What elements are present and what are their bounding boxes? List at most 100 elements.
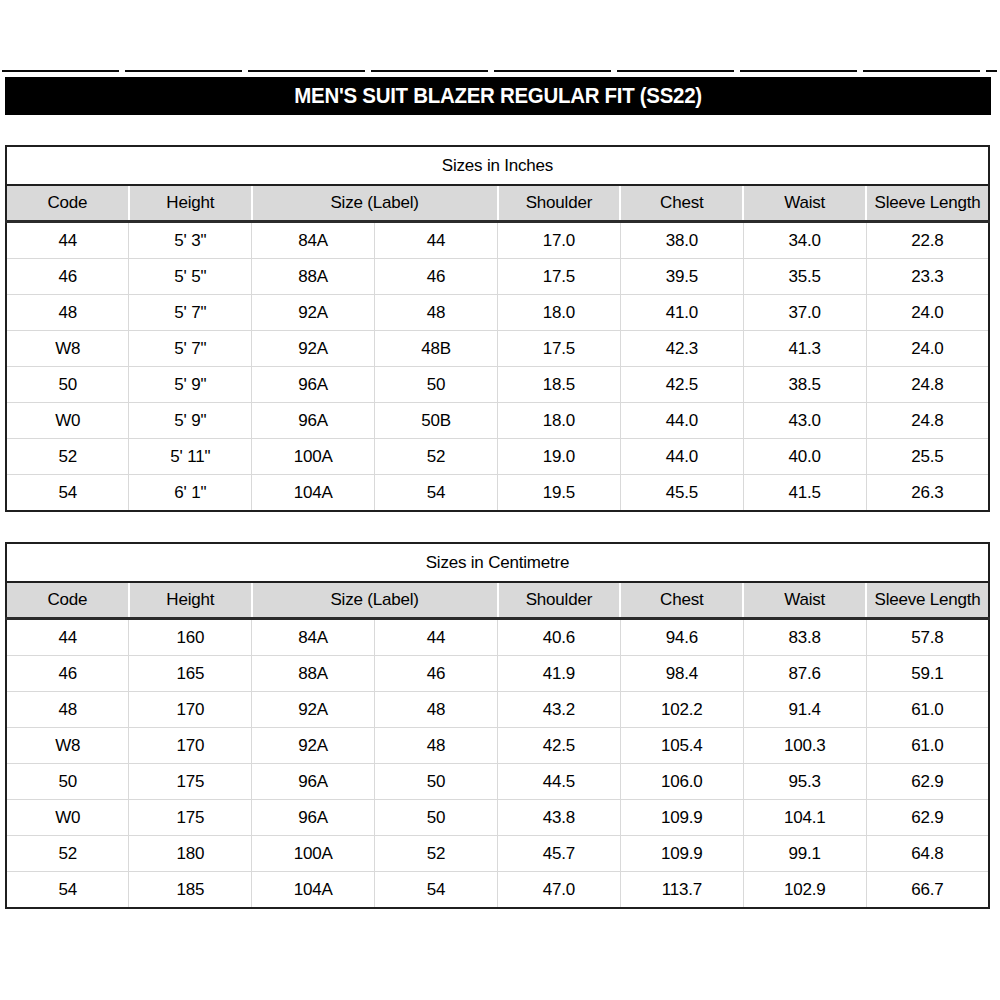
table-cell: 17.5	[498, 331, 621, 367]
table-cell: W0	[6, 800, 129, 836]
table-cell: 48B	[375, 331, 498, 367]
table-row: 5017596A5044.5106.095.362.9	[6, 764, 989, 800]
table-cell: 98.4	[620, 656, 743, 692]
table-cell: 95.3	[743, 764, 866, 800]
column-header-code: Code	[6, 582, 129, 619]
table-cell: 180	[129, 836, 252, 872]
table-cell: 48	[375, 295, 498, 331]
centimetre-table-header-row: Code Height Size (Label) Shoulder Chest …	[6, 582, 989, 619]
table-cell: 48	[6, 692, 129, 728]
column-header-sleeve-length: Sleeve Length	[866, 582, 989, 619]
table-cell: 26.3	[866, 475, 989, 512]
table-cell: 5' 7"	[129, 331, 252, 367]
table-cell: 92A	[252, 295, 375, 331]
table-cell: 44	[6, 222, 129, 259]
table-cell: 185	[129, 872, 252, 909]
table-cell: 106.0	[620, 764, 743, 800]
table-cell: 48	[6, 295, 129, 331]
table-cell: 83.8	[743, 619, 866, 656]
inches-table-container: Sizes in Inches Code Height Size (Label)…	[5, 145, 990, 512]
table-cell: 109.9	[620, 800, 743, 836]
table-row: 445' 3"84A4417.038.034.022.8	[6, 222, 989, 259]
table-cell: 102.2	[620, 692, 743, 728]
table-cell: 92A	[252, 331, 375, 367]
table-cell: 40.6	[498, 619, 621, 656]
table-cell: 104.1	[743, 800, 866, 836]
title-banner: MEN'S SUIT BLAZER REGULAR FIT (SS22)	[5, 77, 991, 115]
table-cell: 54	[375, 475, 498, 512]
table-cell: 5' 5"	[129, 259, 252, 295]
table-cell: 100.3	[743, 728, 866, 764]
table-cell: 44	[375, 619, 498, 656]
table-cell: 96A	[252, 403, 375, 439]
table-cell: 61.0	[866, 692, 989, 728]
size-chart-page: MEN'S SUIT BLAZER REGULAR FIT (SS22) Siz…	[0, 0, 1000, 1000]
table-cell: 94.6	[620, 619, 743, 656]
table-cell: 96A	[252, 800, 375, 836]
table-cell: 17.5	[498, 259, 621, 295]
table-cell: 50B	[375, 403, 498, 439]
table-cell: 50	[6, 764, 129, 800]
table-cell: 91.4	[743, 692, 866, 728]
table-title: Sizes in Centimetre	[6, 543, 989, 582]
inches-table-body: 445' 3"84A4417.038.034.022.8465' 5"88A46…	[6, 222, 989, 512]
table-cell: W8	[6, 331, 129, 367]
table-cell: 105.4	[620, 728, 743, 764]
table-cell: 46	[375, 259, 498, 295]
table-cell: 59.1	[866, 656, 989, 692]
table-cell: 24.8	[866, 367, 989, 403]
top-divider-line	[2, 70, 997, 72]
table-cell: 5' 9"	[129, 367, 252, 403]
table-cell: 113.7	[620, 872, 743, 909]
table-cell: 44.0	[620, 403, 743, 439]
table-cell: 45.7	[498, 836, 621, 872]
table-cell: 19.5	[498, 475, 621, 512]
table-cell: 43.2	[498, 692, 621, 728]
table-row: 546' 1"104A5419.545.541.526.3	[6, 475, 989, 512]
table-cell: 96A	[252, 764, 375, 800]
table-cell: 62.9	[866, 764, 989, 800]
column-header-shoulder: Shoulder	[498, 185, 621, 222]
table-row: 465' 5"88A4617.539.535.523.3	[6, 259, 989, 295]
table-cell: 17.0	[498, 222, 621, 259]
table-cell: 96A	[252, 367, 375, 403]
table-cell: 52	[6, 836, 129, 872]
table-cell: 40.0	[743, 439, 866, 475]
table-cell: 24.0	[866, 331, 989, 367]
table-cell: 170	[129, 692, 252, 728]
centimetre-table-body: 4416084A4440.694.683.857.84616588A4641.9…	[6, 619, 989, 909]
table-cell: 100A	[252, 439, 375, 475]
table-cell: 104A	[252, 872, 375, 909]
column-header-waist: Waist	[743, 185, 866, 222]
table-cell: 38.5	[743, 367, 866, 403]
table-cell: 46	[6, 656, 129, 692]
table-row: 505' 9"96A5018.542.538.524.8	[6, 367, 989, 403]
table-row: 485' 7"92A4818.041.037.024.0	[6, 295, 989, 331]
table-cell: 88A	[252, 259, 375, 295]
table-cell: 6' 1"	[129, 475, 252, 512]
table-cell: 92A	[252, 692, 375, 728]
table-cell: 45.5	[620, 475, 743, 512]
table-cell: 175	[129, 800, 252, 836]
table-cell: 54	[6, 872, 129, 909]
column-header-waist: Waist	[743, 582, 866, 619]
table-cell: 66.7	[866, 872, 989, 909]
table-cell: W0	[6, 403, 129, 439]
table-cell: 18.0	[498, 295, 621, 331]
column-header-chest: Chest	[620, 185, 743, 222]
table-cell: 87.6	[743, 656, 866, 692]
table-cell: 43.8	[498, 800, 621, 836]
table-cell: 18.5	[498, 367, 621, 403]
table-row: 52180100A5245.7109.999.164.8	[6, 836, 989, 872]
table-row: 4616588A4641.998.487.659.1	[6, 656, 989, 692]
table-row: 54185104A5447.0113.7102.966.7	[6, 872, 989, 909]
table-cell: 102.9	[743, 872, 866, 909]
table-cell: 41.0	[620, 295, 743, 331]
table-cell: 23.3	[866, 259, 989, 295]
table-cell: 25.5	[866, 439, 989, 475]
table-row: W05' 9"96A50B18.044.043.024.8	[6, 403, 989, 439]
table-cell: 50	[6, 367, 129, 403]
centimetre-table-container: Sizes in Centimetre Code Height Size (La…	[5, 542, 990, 909]
table-cell: W8	[6, 728, 129, 764]
table-cell: 52	[375, 439, 498, 475]
